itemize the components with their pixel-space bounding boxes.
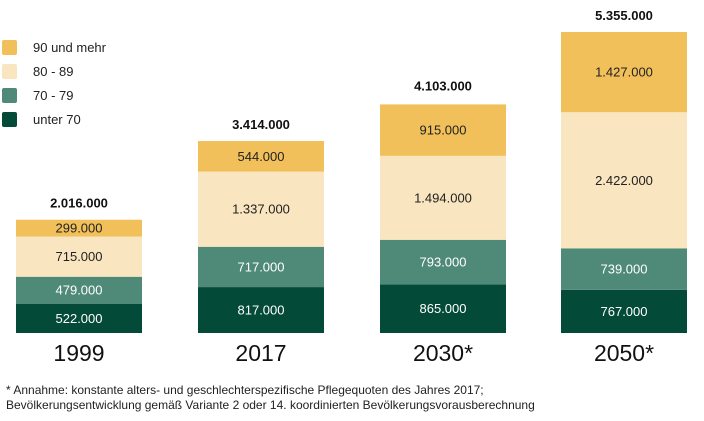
value-label-2030-80-89: 1.494.000 <box>414 190 472 205</box>
value-label-1999-70-79: 479.000 <box>56 283 103 298</box>
bar-segments <box>16 32 687 333</box>
legend-label-80-89: 80 - 89 <box>33 64 73 79</box>
category-label-1999: 1999 <box>53 340 104 366</box>
value-label-2030-unter-70: 865.000 <box>420 301 467 316</box>
bar-2050-90-und-mehr <box>561 32 687 113</box>
value-label-2017-90-und-mehr: 544.000 <box>238 149 285 164</box>
legend-label-90-und-mehr: 90 und mehr <box>33 40 107 55</box>
bar-1999-90-und-mehr <box>16 219 142 237</box>
legend-swatch-90-und-mehr <box>2 40 17 55</box>
value-label-1999-unter-70: 522.000 <box>56 311 103 326</box>
bar-1999-70-79 <box>16 276 142 304</box>
bar-2050-unter-70 <box>561 289 687 333</box>
legend-swatch-unter-70 <box>2 112 17 127</box>
category-label-2050: 2050* <box>594 340 654 366</box>
bar-2030-70-79 <box>380 239 506 285</box>
category-labels: 1999 2017 2030* 2050* <box>53 340 654 366</box>
value-label-2030-70-79: 793.000 <box>420 255 467 270</box>
bar-2050-70-79 <box>561 248 687 290</box>
bar-1999-80-89 <box>16 236 142 277</box>
value-label-2017-unter-70: 817.000 <box>238 303 285 318</box>
value-label-2017-80-89: 1.337.000 <box>232 202 290 217</box>
footnote: * Annahme: konstante alters- und geschle… <box>6 383 696 413</box>
legend-swatch-80-89 <box>2 64 17 79</box>
value-label-2050-80-89: 2.422.000 <box>595 173 653 188</box>
value-label-2030-90-und-mehr: 915.000 <box>420 123 467 138</box>
value-label-2050-70-79: 739.000 <box>601 262 648 277</box>
legend-swatch-70-79 <box>2 88 17 103</box>
total-label-2017: 3.414.000 <box>232 117 290 132</box>
stacked-bar-chart: 90 und mehr 80 - 89 70 - 79 unter 70 522.00… <box>2 8 687 366</box>
bar-2030-80-89 <box>380 155 506 240</box>
total-labels: 2.016.000 3.414.000 4.103.000 5.355.000 <box>50 8 653 211</box>
bar-1999-unter-70 <box>16 303 142 333</box>
total-label-1999: 2.016.000 <box>50 196 108 211</box>
value-label-1999-90-und-mehr: 299.000 <box>56 221 103 236</box>
category-label-2030: 2030* <box>413 340 473 366</box>
bar-2017-90-und-mehr <box>198 141 324 172</box>
total-label-2050: 5.355.000 <box>595 8 653 23</box>
footnote-line-2: Bevölkerungsentwicklung gemäß Variante 2… <box>6 398 535 412</box>
bar-2030-unter-70 <box>380 284 506 333</box>
value-label-2017-70-79: 717.000 <box>238 259 285 274</box>
bar-2030-90-und-mehr <box>380 104 506 156</box>
legend-label-unter-70: unter 70 <box>33 112 81 127</box>
value-label-2050-90-und-mehr: 1.427.000 <box>595 65 653 80</box>
value-label-1999-80-89: 715.000 <box>56 249 103 264</box>
total-label-2030: 4.103.000 <box>414 78 472 93</box>
footnote-line-1: * Annahme: konstante alters- und geschle… <box>6 383 484 397</box>
category-label-2017: 2017 <box>235 340 286 366</box>
value-labels: 522.000 479.000 715.000 299.000 817.000 717.0… <box>56 65 653 326</box>
value-label-2050-unter-70: 767.000 <box>601 304 648 319</box>
legend-label-70-79: 70 - 79 <box>33 88 73 103</box>
bar-2050-80-89 <box>561 112 687 249</box>
bar-2017-70-79 <box>198 246 324 288</box>
bar-2017-80-89 <box>198 171 324 247</box>
bar-2017-unter-70 <box>198 287 324 333</box>
chart-legend: 90 und mehr 80 - 89 70 - 79 unter 70 <box>2 40 107 127</box>
